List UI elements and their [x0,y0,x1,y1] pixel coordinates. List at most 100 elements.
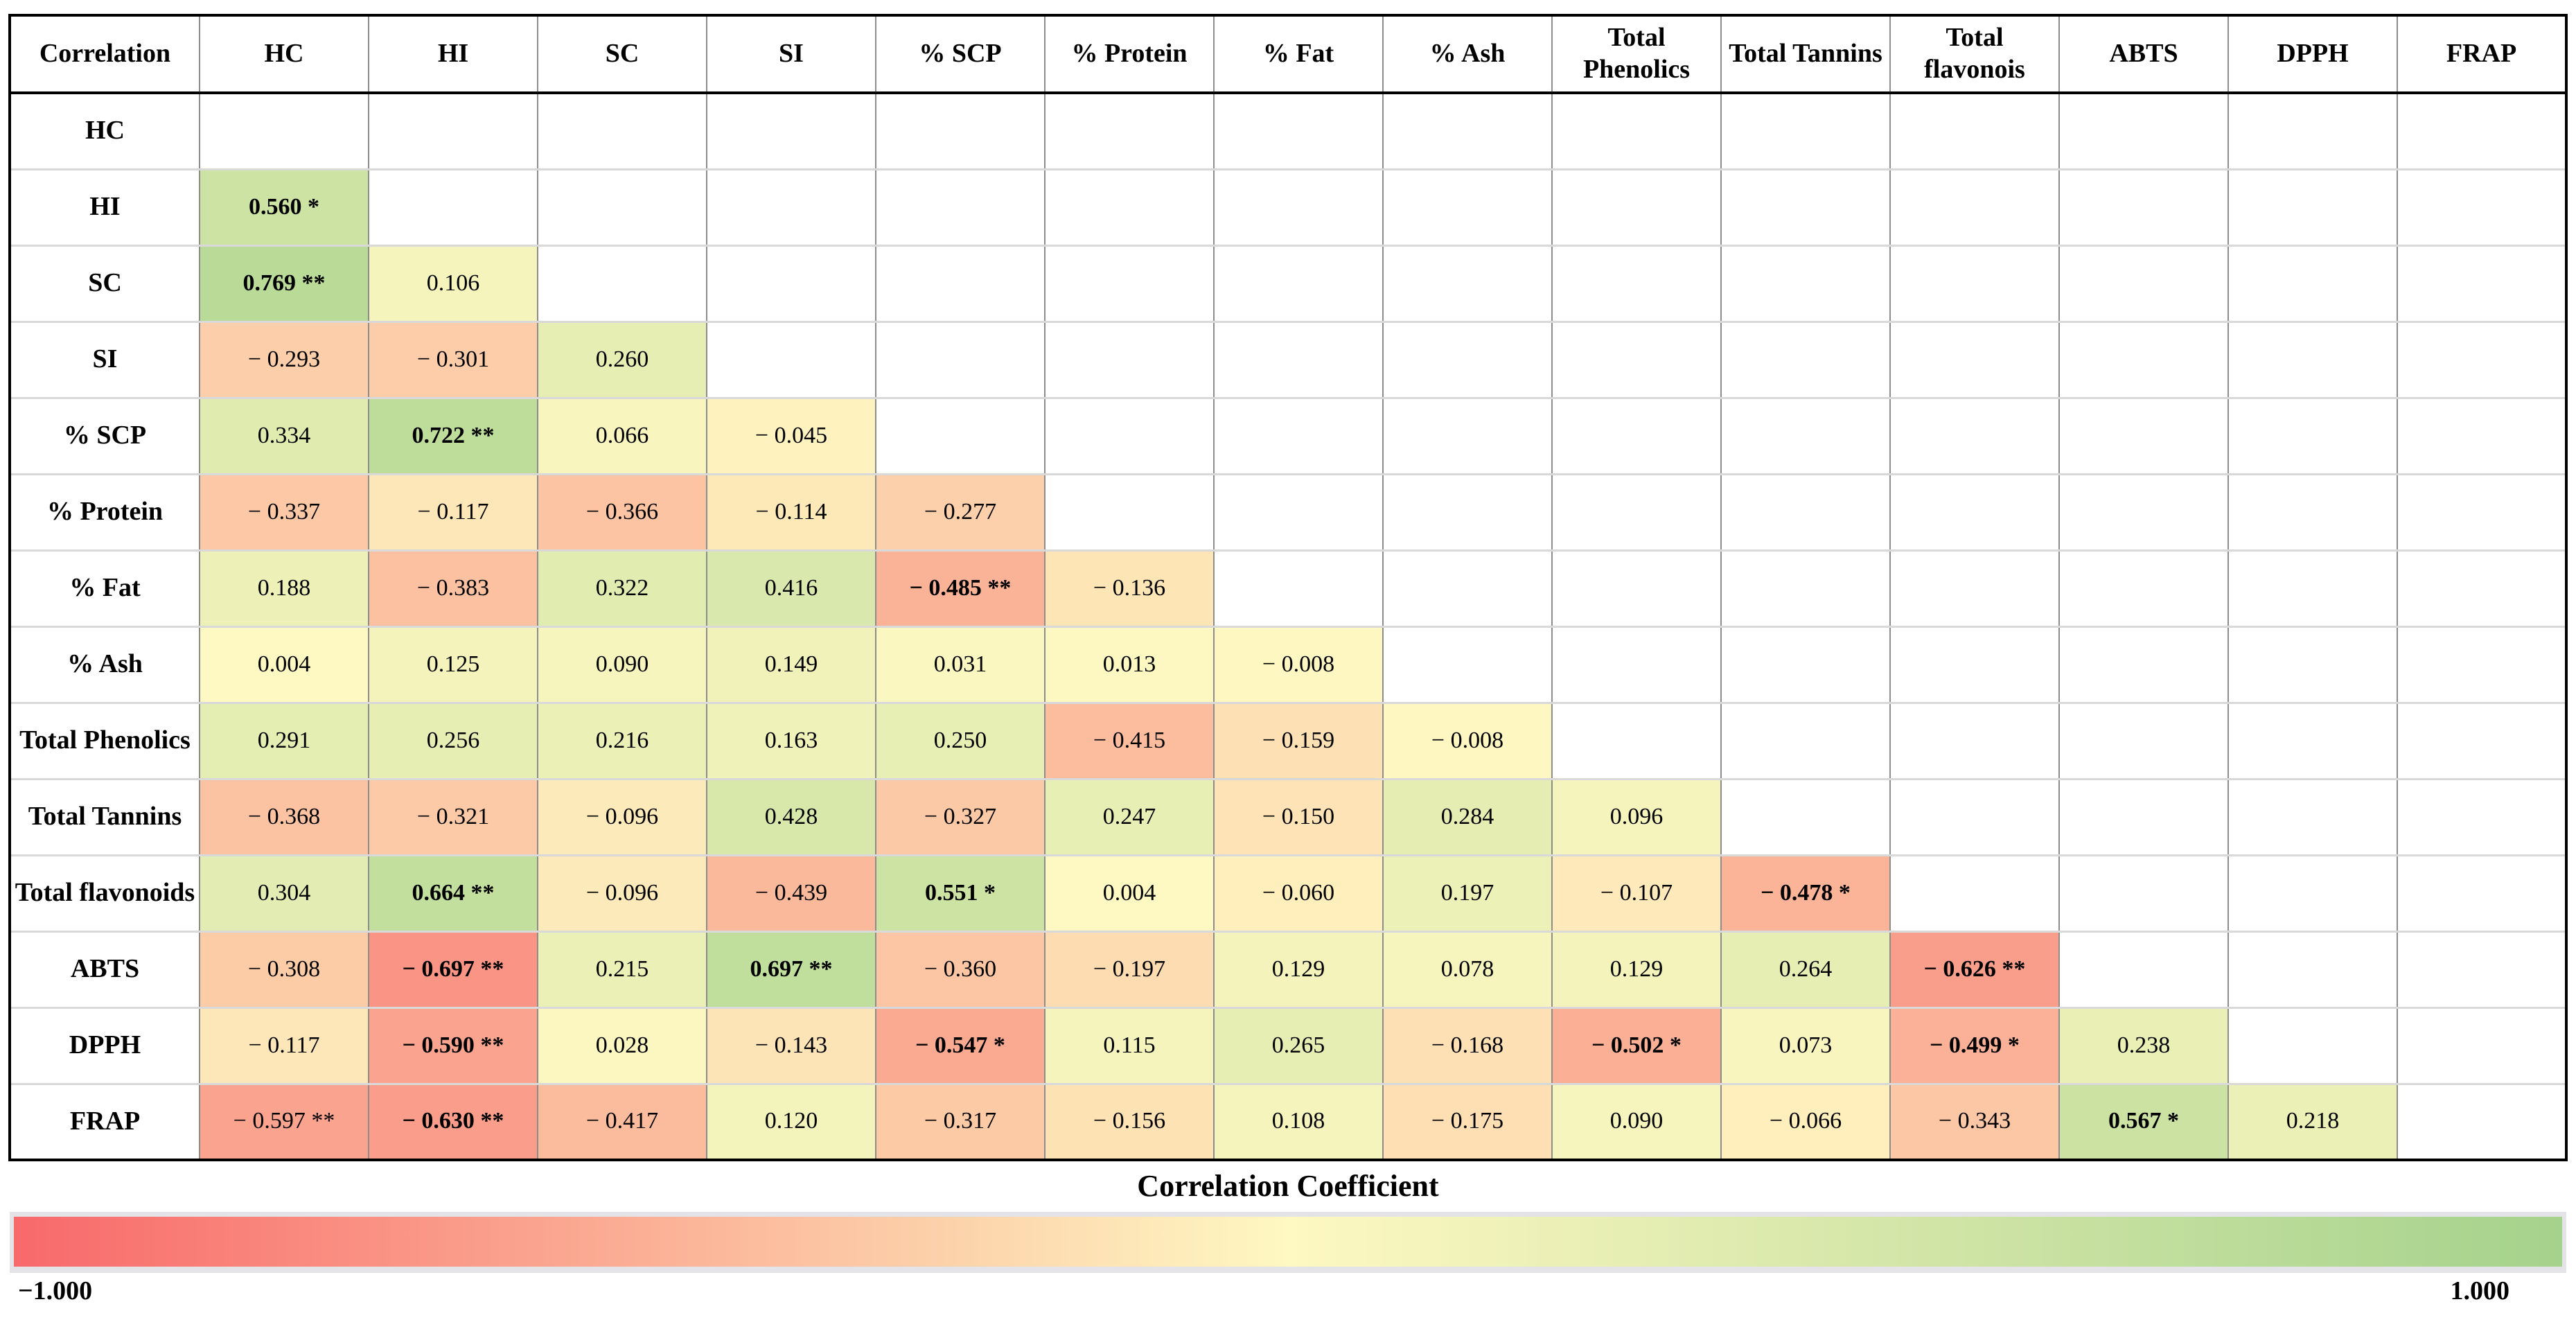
empty-cell [706,91,876,170]
empty-cell [1213,473,1384,552]
matrix-cell: 0.090 [537,625,707,704]
matrix-cell: 0.028 [537,1006,707,1085]
matrix-cell: − 0.327 [875,777,1046,856]
empty-cell [1889,854,2060,933]
matrix-cell: 0.188 [199,549,369,628]
matrix-cell: − 0.096 [537,854,707,933]
empty-cell [1382,549,1553,628]
empty-cell [1720,396,1891,475]
row-label: Total Tannins [9,777,200,856]
matrix-cell: 0.247 [1044,777,1215,856]
matrix-cell: − 0.597 ** [199,1082,369,1161]
empty-cell [2397,1006,2567,1085]
matrix-cell: − 0.317 [875,1082,1046,1161]
empty-cell [2058,320,2229,399]
matrix-cell: − 0.156 [1044,1082,1215,1161]
matrix-cell: − 0.626 ** [1889,930,2060,1009]
matrix-cell: 0.108 [1213,1082,1384,1161]
empty-cell [1551,320,1722,399]
matrix-cell: 0.664 ** [368,854,538,933]
matrix-row: % Protein − 0.337− 0.117− 0.366− 0.114− 0… [9,473,2567,552]
matrix-cell: 0.256 [368,701,538,780]
matrix-cell: 0.551 * [875,854,1046,933]
matrix-row: Total Tannins − 0.368− 0.321− 0.096 0.428−… [9,777,2567,856]
empty-cell [2397,930,2567,1009]
empty-cell [2397,168,2567,247]
empty-cell [2397,777,2567,856]
matrix-cell: 0.129 [1551,930,1722,1009]
empty-cell [2397,473,2567,552]
empty-cell [1551,625,1722,704]
matrix-cell: − 0.590 ** [368,1006,538,1085]
matrix-cell: − 0.143 [706,1006,876,1085]
empty-cell [875,320,1046,399]
empty-cell [2397,320,2567,399]
matrix-cell: 0.322 [537,549,707,628]
matrix-cell: 0.260 [537,320,707,399]
empty-cell [706,320,876,399]
empty-cell [2058,854,2229,933]
matrix-cell: 0.066 [537,396,707,475]
empty-cell [2227,549,2398,628]
matrix-cell: − 0.277 [875,473,1046,552]
matrix-cell: 0.004 [1044,854,1215,933]
matrix-cell: 0.115 [1044,1006,1215,1085]
row-label: % SCP [9,396,200,475]
matrix-cell: − 0.107 [1551,854,1722,933]
empty-cell [2058,625,2229,704]
matrix-cell: − 0.343 [1889,1082,2060,1161]
empty-cell [1720,320,1891,399]
row-label: SC [9,244,200,323]
row-label: Total flavonoids [9,854,200,933]
matrix-body: HC HI 0.560 * SC 0.769 ** 0.106 SI − 0.293− 0.3… [9,91,2567,1161]
empty-cell [875,168,1046,247]
empty-cell [1889,473,2060,552]
empty-cell [1382,244,1553,323]
empty-cell [1382,320,1553,399]
empty-cell [1213,91,1384,170]
column-header: Total flavonois [1889,14,2060,94]
column-header: % Fat [1213,14,1384,94]
empty-cell [1551,396,1722,475]
empty-cell [1382,168,1553,247]
matrix-cell: − 0.117 [199,1006,369,1085]
matrix-cell: 0.264 [1720,930,1891,1009]
empty-cell [2397,1082,2567,1161]
header-row: Correlation HC HI SC SI% SCP% Protein% Fat%… [9,14,2567,94]
empty-cell [1551,473,1722,552]
empty-cell [2227,625,2398,704]
matrix-cell: − 0.478 * [1720,854,1891,933]
column-header: HC [199,14,369,94]
matrix-cell: − 0.117 [368,473,538,552]
matrix-cell: 0.096 [1551,777,1722,856]
empty-cell [2397,549,2567,628]
matrix-cell: − 0.159 [1213,701,1384,780]
empty-cell [537,244,707,323]
matrix-row: % Fat 0.188− 0.383 0.322 0.416− 0.485 ** − 0… [9,549,2567,628]
empty-cell [2227,473,2398,552]
matrix-cell: 0.567 * [2058,1082,2229,1161]
empty-cell [1720,244,1891,323]
matrix-cell: 0.697 ** [706,930,876,1009]
matrix-cell: 0.129 [1213,930,1384,1009]
empty-cell [1889,549,2060,628]
empty-cell [1720,625,1891,704]
column-header: ABTS [2058,14,2229,94]
corner-header-cell: Correlation [9,14,200,94]
empty-cell [368,168,538,247]
matrix-cell: − 0.293 [199,320,369,399]
correlation-matrix-table: Correlation HC HI SC SI% SCP% Protein% Fat%… [8,14,2568,1161]
matrix-cell: − 0.360 [875,930,1046,1009]
matrix-cell: − 0.368 [199,777,369,856]
column-header: Total Tannins [1720,14,1891,94]
empty-cell [1044,244,1215,323]
empty-cell [1889,777,2060,856]
empty-cell [1889,320,2060,399]
empty-cell [2227,91,2398,170]
empty-cell [2227,244,2398,323]
matrix-cell: − 0.008 [1213,625,1384,704]
matrix-cell: − 0.439 [706,854,876,933]
empty-cell [2397,854,2567,933]
row-label: DPPH [9,1006,200,1085]
matrix-cell: 0.031 [875,625,1046,704]
